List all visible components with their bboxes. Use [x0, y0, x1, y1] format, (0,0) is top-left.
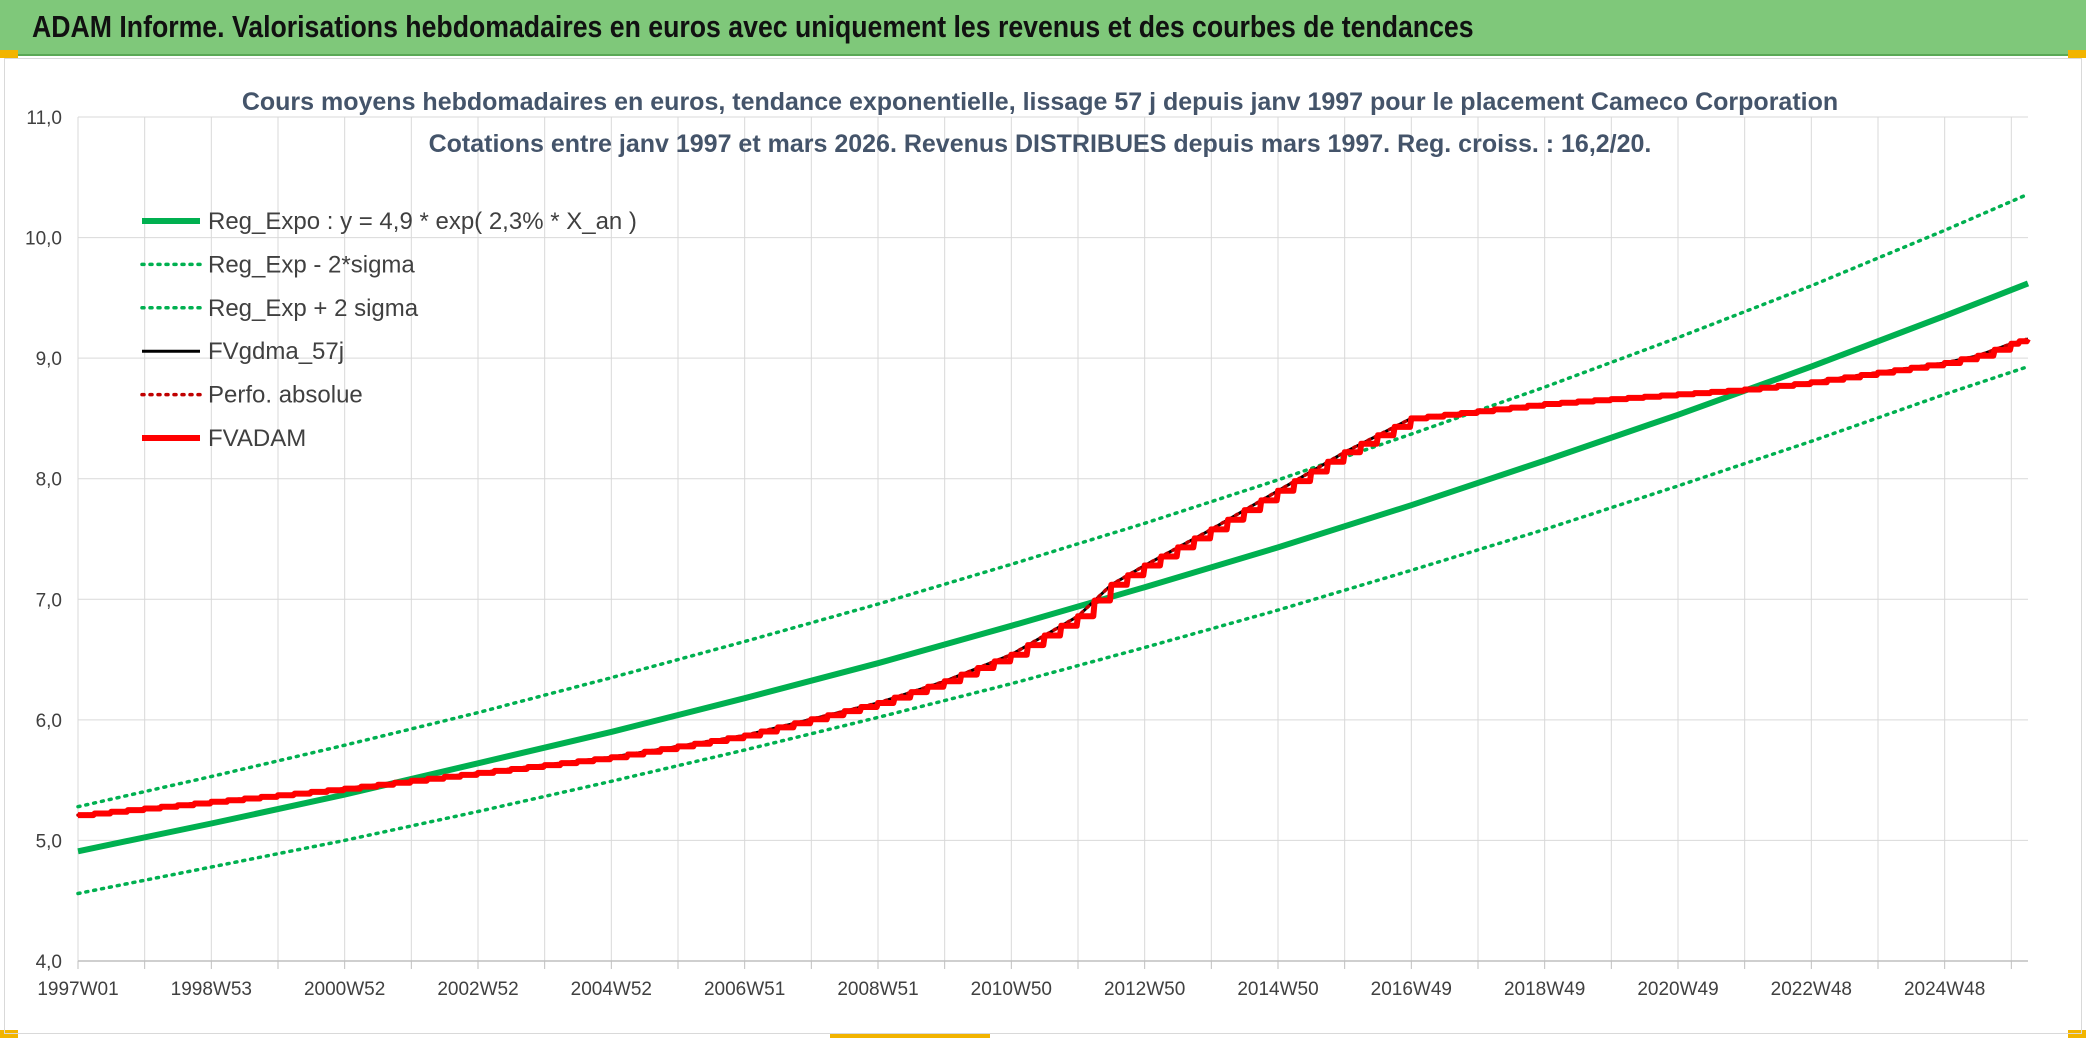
x-tick-label: 2014W50: [1237, 979, 1318, 1000]
x-tick-label: 2000W52: [304, 979, 385, 1000]
x-tick-label: 2010W50: [971, 979, 1052, 1000]
legend: Reg_Expo : y = 4,9 * exp( 2,3% * X_an ) R…: [140, 208, 637, 452]
legend-label: Reg_Exp + 2 sigma: [208, 295, 419, 322]
x-tick-label: 2002W52: [437, 979, 518, 1000]
chart-subtitle: Cotations entre janv 1997 et mars 2026. …: [429, 130, 1652, 158]
x-tick-label: 1997W01: [37, 979, 118, 1000]
legend-label: Perfo. absolue: [208, 382, 363, 409]
legend-label: Reg_Expo : y = 4,9 * exp( 2,3% * X_an ): [208, 208, 637, 235]
y-tick-label: 11,0: [26, 108, 62, 129]
y-tick-label: 8,0: [36, 470, 62, 491]
report-title: ADAM Informe. Valorisations hebdomadaire…: [32, 9, 1474, 44]
y-tick-label: 6,0: [36, 711, 62, 732]
chart-frame: [4, 58, 2082, 1034]
legend-label: Reg_Exp - 2*sigma: [208, 251, 415, 278]
x-tick-label: 2024W48: [1904, 979, 1985, 1000]
y-tick-label: 9,0: [36, 349, 62, 370]
fvgdma-57j-line: [77, 337, 2029, 817]
corner-marker-bottom-middle: [830, 1033, 990, 1038]
x-tick-label: 2018W49: [1504, 979, 1585, 1000]
corner-marker-top-right: [2068, 50, 2086, 58]
x-tick-label: 2016W49: [1371, 979, 1452, 1000]
reg-expo-line: [77, 280, 2030, 855]
y-tick-label: 7,0: [36, 590, 62, 611]
corner-marker-bottom-left: [0, 1030, 18, 1038]
x-tick-label: 2004W52: [571, 979, 652, 1000]
reg-exp-plus-2sigma-line: [76, 192, 2030, 809]
x-tick-label: 2006W51: [704, 979, 785, 1000]
x-tick-label: 2020W49: [1637, 979, 1718, 1000]
corner-marker-bottom-right: [2068, 1030, 2086, 1038]
x-tick-label: 1998W53: [171, 979, 252, 1000]
y-tick-label: 10,0: [25, 229, 62, 250]
chart-title: Cours moyens hebdomadaires en euros, ten…: [242, 88, 1838, 116]
x-tick-label: 2012W50: [1104, 979, 1185, 1000]
fvadam-line: [78, 337, 2031, 819]
legend-label: FVADAM: [208, 425, 306, 452]
perfo-absolue-line: [76, 337, 2030, 817]
x-tick-label: 2008W51: [837, 979, 918, 1000]
y-tick-label: 4,0: [36, 952, 62, 973]
axes: 4,0 5,0 6,0 7,0 8,0 9,0 10,0 11,0 1997W01 1998W53…: [25, 108, 2028, 1000]
corner-marker-top-left: [0, 50, 18, 58]
series-lines: [76, 192, 2031, 896]
report-banner: ADAM Informe. Valorisations hebdomadaire…: [0, 0, 2086, 56]
reg-exp-minus-2sigma-line: [76, 364, 2030, 896]
x-tick-label: 2022W48: [1771, 979, 1852, 1000]
legend-label: FVgdma_57j: [208, 338, 344, 365]
y-tick-label: 5,0: [36, 831, 62, 852]
